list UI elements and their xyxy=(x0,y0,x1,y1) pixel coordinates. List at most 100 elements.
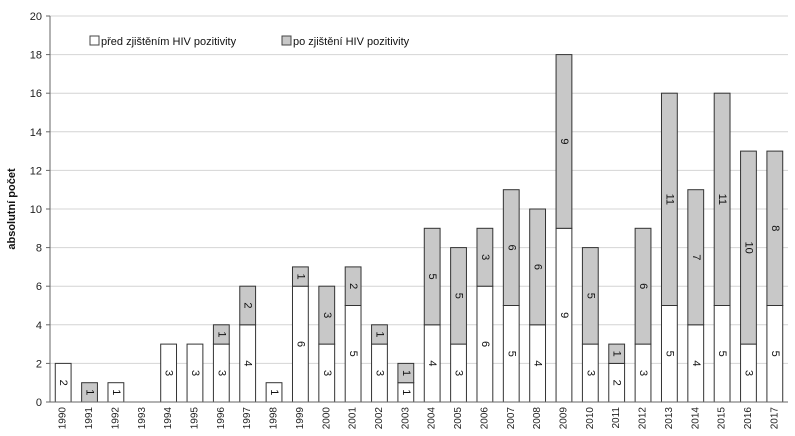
x-tick-label: 1996 xyxy=(216,407,227,430)
legend-swatch-after xyxy=(281,35,292,46)
bar-segment-after xyxy=(212,324,230,345)
bar-value-label: 8 xyxy=(769,225,781,231)
bar-value-label: 3 xyxy=(637,370,649,376)
bar-segment-after xyxy=(740,150,757,345)
y-tick-label: 20 xyxy=(30,11,42,23)
bar-value-label: 5 xyxy=(347,351,359,357)
bar-segment-after xyxy=(555,54,573,229)
bar-value-label: 3 xyxy=(321,370,333,376)
x-tick-label: 2008 xyxy=(532,407,543,430)
bar-value-label: 4 xyxy=(242,360,254,366)
bar-segment-after xyxy=(239,285,257,326)
bar-value-label: 1 xyxy=(611,351,623,357)
bar-value-label: 11 xyxy=(716,194,728,205)
x-tick-label: 2003 xyxy=(400,407,411,430)
bar-value-label: 1 xyxy=(84,389,96,395)
bar-segment-after xyxy=(634,227,652,345)
bar-value-label: 3 xyxy=(189,370,201,376)
bar-value-label: 5 xyxy=(505,351,517,357)
bar-value-label: 5 xyxy=(453,293,465,299)
x-tick-label: 1995 xyxy=(189,407,200,430)
bar-value-label: 11 xyxy=(663,194,675,205)
x-tick-label: 2017 xyxy=(769,407,780,430)
x-tick-label: 2015 xyxy=(717,407,728,430)
y-tick-label: 0 xyxy=(36,397,42,409)
legend-label-after: po zjištění HIV pozitivity xyxy=(293,36,410,48)
bar-segment-after xyxy=(476,227,494,287)
bar-segment-after xyxy=(529,208,547,326)
bar-segment-after xyxy=(660,92,678,306)
y-axis-label: absolutní počet xyxy=(6,168,18,250)
bar-value-label: 9 xyxy=(558,138,570,144)
x-tick-label: 2006 xyxy=(479,407,490,430)
x-tick-label: 2010 xyxy=(585,407,596,430)
x-tick-label: 2005 xyxy=(453,407,464,430)
bar-value-label: 5 xyxy=(426,273,438,279)
y-tick-label: 4 xyxy=(36,320,42,332)
x-tick-label: 1991 xyxy=(84,407,95,430)
bar-segment-after xyxy=(397,362,415,384)
bar-value-label: 5 xyxy=(584,293,596,299)
y-tick-label: 6 xyxy=(36,281,42,293)
bar-segment-after xyxy=(502,189,520,306)
x-tick-label: 2013 xyxy=(664,407,675,430)
x-tick-label: 2011 xyxy=(611,407,622,429)
bar-value-label: 6 xyxy=(479,341,491,347)
x-tick-label: 2016 xyxy=(743,407,754,430)
bar-value-label: 1 xyxy=(268,389,280,395)
x-tick-label: 2000 xyxy=(321,407,332,430)
x-tick-label: 2001 xyxy=(348,407,359,430)
bar-segment-after xyxy=(581,247,599,345)
x-tick-label: 2007 xyxy=(506,407,517,430)
bar-value-label: 3 xyxy=(215,370,227,376)
x-tick-label: 2004 xyxy=(427,407,438,430)
x-tick-label: 1998 xyxy=(269,407,280,430)
bar-segment-after xyxy=(344,266,362,306)
x-tick-label: 2014 xyxy=(690,407,701,430)
x-axis-ticks: 1990 1991 1992 1993 1994 1995 1996 1997 1998 1999… xyxy=(58,407,781,430)
x-tick-label: 1993 xyxy=(137,407,148,430)
bar-segment-after xyxy=(687,189,705,326)
bar-value-label: 3 xyxy=(479,254,491,260)
bar-value-label: 3 xyxy=(584,370,596,376)
bar-value-label: 2 xyxy=(242,302,254,308)
x-tick-label: 1992 xyxy=(110,407,121,430)
bar-value-label: 2 xyxy=(611,380,623,386)
bars: 21 13 3 31421613352311145356356469935213651… xyxy=(54,54,784,403)
legend: před zjištěním HIV pozitivity po zjištěn… xyxy=(89,35,410,48)
y-tick-label: 10 xyxy=(30,204,42,216)
bar-segment-after xyxy=(608,343,626,364)
bar-value-label: 3 xyxy=(163,370,175,376)
bar-value-label: 3 xyxy=(321,312,333,318)
bar-value-label: 1 xyxy=(400,389,412,395)
y-tick-label: 2 xyxy=(36,358,42,370)
bar-segment-after xyxy=(423,227,441,326)
bar-value-label: 9 xyxy=(558,312,570,318)
bar-segment-after xyxy=(371,324,388,345)
bar-value-label: 1 xyxy=(215,331,227,337)
bar-value-label: 3 xyxy=(742,370,754,376)
legend-label-before: před zjištěním HIV pozitivity xyxy=(101,36,237,48)
legend-swatch-before xyxy=(89,35,100,46)
x-tick-label: 1999 xyxy=(295,407,306,430)
bar-value-label: 1 xyxy=(400,370,412,376)
bar-value-label: 6 xyxy=(294,341,306,347)
bar-value-label: 1 xyxy=(294,273,306,279)
y-axis-ticks: 0 2 4 6 8 10 12 14 16 18 20 xyxy=(30,11,50,409)
x-tick-label: 1994 xyxy=(163,407,174,430)
y-tick-label: 16 xyxy=(30,88,42,100)
bar-value-label: 10 xyxy=(742,241,754,253)
bar-value-label: 5 xyxy=(769,351,781,357)
bar-value-label: 4 xyxy=(532,360,544,366)
bar-value-label: 1 xyxy=(110,389,122,395)
bar-value-label: 6 xyxy=(532,264,544,270)
bar-segment-after xyxy=(766,150,784,306)
bar-value-label: 7 xyxy=(690,254,702,260)
y-tick-label: 14 xyxy=(30,127,42,139)
bar-value-label: 2 xyxy=(57,380,69,386)
bar-segment-after xyxy=(713,92,731,306)
bar-value-label: 6 xyxy=(637,283,649,289)
y-tick-label: 18 xyxy=(30,50,42,62)
bar-value-label: 1 xyxy=(373,331,385,337)
